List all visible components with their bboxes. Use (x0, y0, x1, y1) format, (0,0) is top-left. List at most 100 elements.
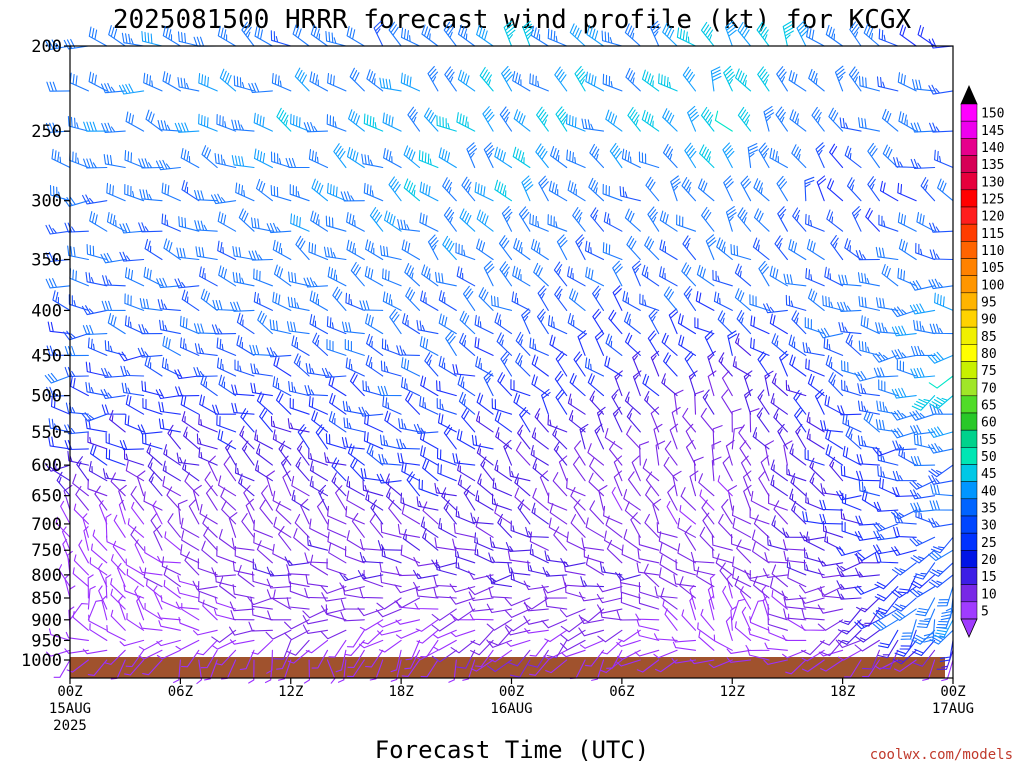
wind-barb (181, 602, 200, 621)
wind-barb (789, 109, 807, 132)
wind-barb (346, 146, 365, 169)
wind-barb (329, 393, 347, 415)
wind-barb (791, 144, 807, 169)
wind-barb (824, 531, 844, 551)
wind-barb (878, 214, 899, 232)
wind-barb (396, 345, 421, 356)
wind-barb (342, 400, 365, 415)
wind-barb (405, 287, 421, 311)
wind-barb (63, 330, 89, 341)
wind-barb (696, 264, 715, 287)
wind-barb (167, 513, 181, 538)
wind-barb (601, 30, 623, 47)
colorbar-label: 30 (981, 519, 997, 534)
wind-barb (365, 355, 384, 377)
wind-barb (909, 586, 936, 598)
wind-barb (770, 474, 788, 497)
wind-barb (548, 517, 568, 538)
wind-barb (583, 546, 605, 564)
wind-barb (644, 236, 660, 261)
wind-barb (228, 626, 255, 636)
wind-barb (893, 512, 917, 525)
wind-barb (877, 639, 899, 659)
wind-barb (550, 146, 568, 169)
wind-barb (419, 395, 439, 415)
wind-barb (311, 649, 329, 669)
wind-barb (157, 119, 181, 132)
wind-barb (806, 238, 825, 261)
wind-barb (616, 610, 641, 621)
wind-barb (253, 148, 273, 169)
wind-barb (732, 556, 752, 576)
wind-barb (637, 629, 660, 641)
wind-barb (682, 235, 697, 261)
wind-barb (625, 67, 641, 92)
colorbar-swatch (960, 361, 978, 379)
wind-barb (928, 549, 954, 562)
wind-barb (182, 459, 200, 482)
wind-barb (345, 292, 365, 311)
wind-barb (86, 244, 108, 261)
wind-barb (514, 487, 531, 511)
wind-barb (681, 262, 697, 287)
wind-barb (554, 286, 568, 311)
wind-barb (379, 77, 402, 92)
wind-barb (163, 444, 181, 466)
wind-barb (547, 28, 568, 47)
wind-barb (785, 294, 807, 311)
wind-barb (910, 456, 936, 467)
wind-barb (231, 537, 255, 551)
x-tick-label: 12Z (720, 684, 745, 700)
wind-barb (201, 145, 218, 169)
wind-barb (922, 659, 936, 681)
wind-barb (470, 639, 494, 656)
wind-barb (794, 407, 807, 433)
colorbar-label: 95 (981, 295, 997, 310)
wind-barb (266, 222, 292, 234)
wind-barb (202, 514, 218, 538)
wind-barb (272, 376, 292, 397)
wind-barb (218, 265, 237, 287)
wind-barb (87, 337, 108, 356)
wind-barb (892, 440, 917, 451)
wind-barb (689, 658, 715, 665)
wind-barb (874, 574, 899, 590)
wind-barb (365, 239, 384, 261)
wind-barb (462, 285, 476, 311)
wind-barb (842, 413, 862, 433)
colorbar-label: 135 (981, 158, 1004, 173)
wind-barb (911, 345, 936, 357)
wind-barb (585, 266, 605, 287)
colorbar-swatch (960, 206, 978, 225)
wind-barb (53, 659, 71, 678)
wind-barb (52, 290, 71, 311)
wind-barb (110, 472, 126, 497)
wind-barb (546, 639, 568, 659)
wind-barb (81, 412, 108, 422)
wind-barb (638, 582, 660, 599)
wind-barb (144, 546, 163, 564)
wind-barb (175, 386, 200, 397)
wind-barb (284, 629, 310, 641)
wind-barb (435, 271, 457, 287)
wind-barb (421, 24, 439, 47)
colorbar-swatch (960, 550, 978, 568)
wind-barb (764, 642, 788, 651)
wind-barb (876, 297, 899, 311)
wind-barb (899, 24, 917, 47)
wind-barb (662, 108, 678, 132)
colorbar-swatch (960, 120, 978, 139)
wind-barb (266, 566, 292, 577)
wind-barb (708, 659, 733, 669)
wind-barb (879, 180, 899, 202)
wind-barb (749, 408, 760, 433)
wind-barb (855, 629, 880, 643)
wind-barb (286, 639, 310, 656)
y-tick-label: 900 (31, 611, 62, 631)
wind-barb (174, 278, 200, 289)
wind-barb (45, 251, 71, 262)
wind-barb (254, 429, 273, 450)
wind-barb (764, 552, 788, 564)
wind-barb (427, 65, 439, 92)
